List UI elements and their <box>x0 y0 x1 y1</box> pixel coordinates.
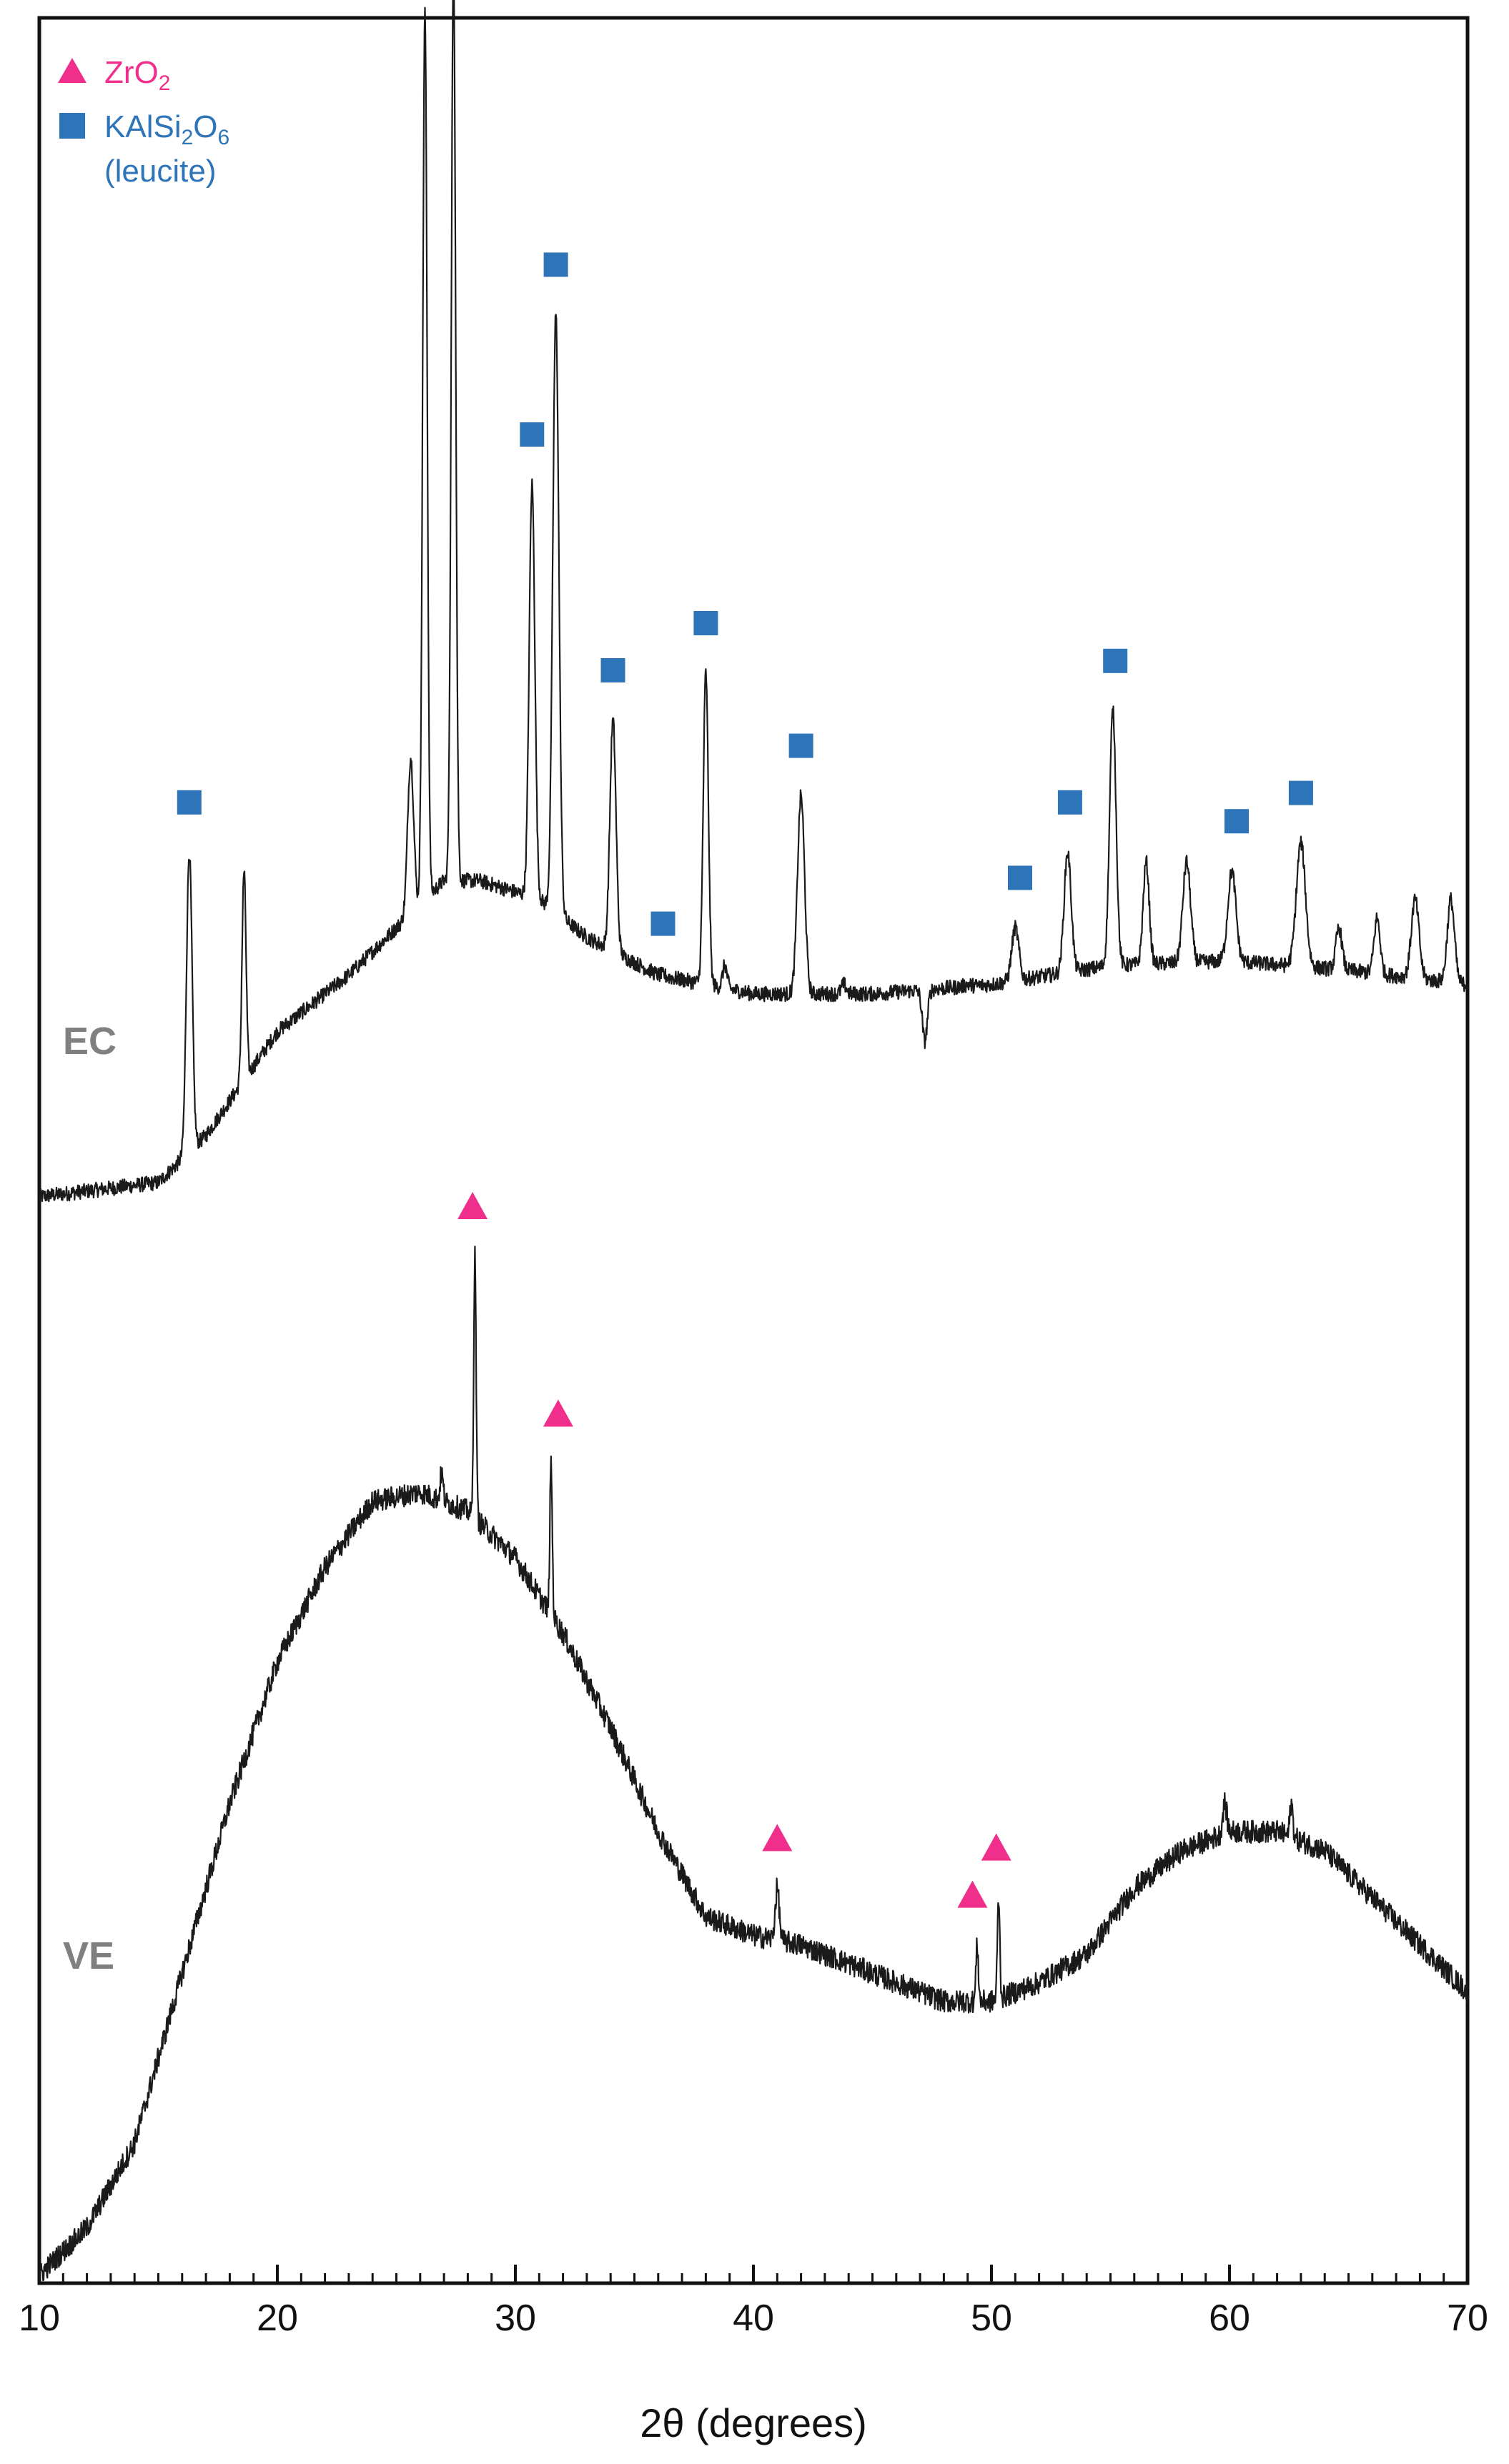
leucite-peak-marker <box>520 422 545 447</box>
x-tick-label: 10 <box>19 2297 60 2339</box>
x-tick-label: 20 <box>257 2297 298 2339</box>
leucite-peak-marker <box>543 252 568 277</box>
leucite-peak-marker <box>1057 790 1082 815</box>
legend: ZrO2 KAlSi2O6 (leucite) <box>58 55 229 189</box>
x-tick-label: 40 <box>733 2297 774 2339</box>
leucite-peak-marker <box>1103 648 1128 673</box>
leucite-peak-marker <box>650 911 676 936</box>
x-tick-label: 50 <box>971 2297 1012 2339</box>
leucite-peak-marker <box>693 611 718 635</box>
x-axis-title: 2θ (degrees) <box>640 2400 867 2445</box>
x-axis-ticks <box>38 2265 1469 2283</box>
phase-markers <box>177 252 1313 1908</box>
legend-zro2-label: ZrO2 <box>104 55 170 95</box>
legend-zro2-triangle-icon <box>58 58 86 83</box>
leucite-peak-marker <box>788 733 813 758</box>
zro2-peak-marker <box>957 1880 988 1908</box>
leucite-peak-marker <box>177 790 202 815</box>
trace-label-ec: EC <box>63 1020 117 1063</box>
x-tick-label: 30 <box>495 2297 536 2339</box>
legend-leucite-label-line2: (leucite) <box>104 154 217 189</box>
zro2-peak-marker <box>457 1192 488 1219</box>
x-tick-label: 60 <box>1209 2297 1250 2339</box>
trace-ec <box>38 0 1469 1203</box>
plot-frame <box>37 16 1470 2285</box>
leucite-peak-marker <box>600 658 625 682</box>
zro2-peak-marker <box>981 1833 1011 1861</box>
leucite-peak-marker <box>1288 780 1313 805</box>
trace-ve <box>38 1246 1469 2282</box>
x-tick-label: 70 <box>1447 2297 1488 2339</box>
leucite-peak-marker <box>1224 809 1249 834</box>
zro2-peak-marker <box>762 1824 793 1852</box>
xrd-traces <box>38 0 1469 2282</box>
legend-leucite-square-icon <box>59 113 85 139</box>
zro2-peak-marker <box>543 1399 573 1427</box>
legend-leucite-label-line1: KAlSi2O6 <box>104 109 229 149</box>
leucite-peak-marker <box>1008 865 1032 890</box>
trace-label-ve: VE <box>63 1934 114 1977</box>
x-axis-tick-labels: 10 20 30 40 50 60 70 <box>19 2297 1488 2339</box>
